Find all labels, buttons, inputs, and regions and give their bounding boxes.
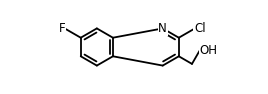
Text: N: N [158,22,167,35]
Text: F: F [59,22,66,35]
Text: Cl: Cl [194,22,206,35]
Text: OH: OH [200,44,218,57]
